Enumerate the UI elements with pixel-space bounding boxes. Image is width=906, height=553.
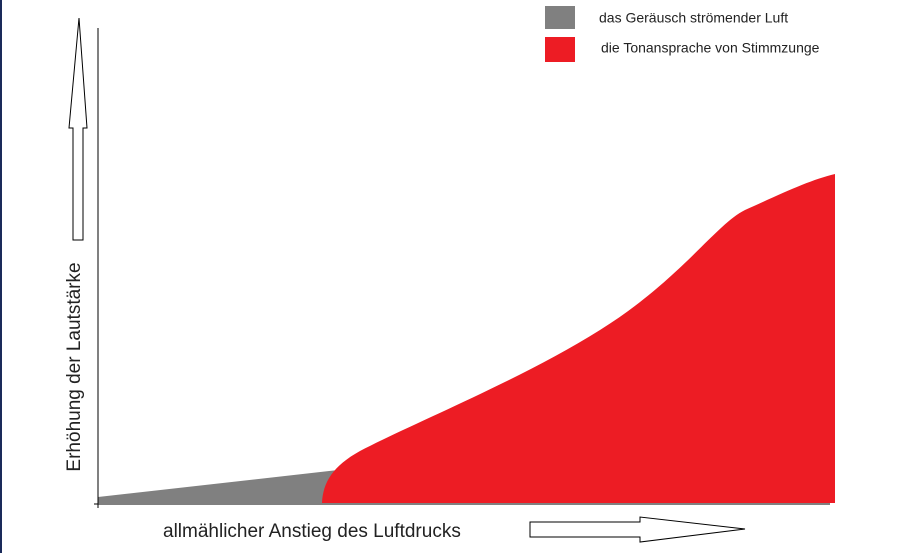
reed-tone-area (322, 174, 835, 503)
legend-swatch (545, 37, 575, 62)
legend-label: das Geräusch strömender Luft (599, 10, 788, 26)
y-arrow (68, 17, 88, 241)
left-edge (0, 0, 2, 553)
y-axis-label: Erhöhung der Lautstärke (64, 262, 85, 471)
legend-swatch (545, 6, 575, 29)
air-noise-area (98, 470, 338, 503)
x-axis-label: allmählicher Anstieg des Luftdrucks (163, 521, 461, 542)
legend-label: die Tonansprache von Stimmzunge (601, 40, 820, 56)
x-arrow (529, 516, 746, 543)
